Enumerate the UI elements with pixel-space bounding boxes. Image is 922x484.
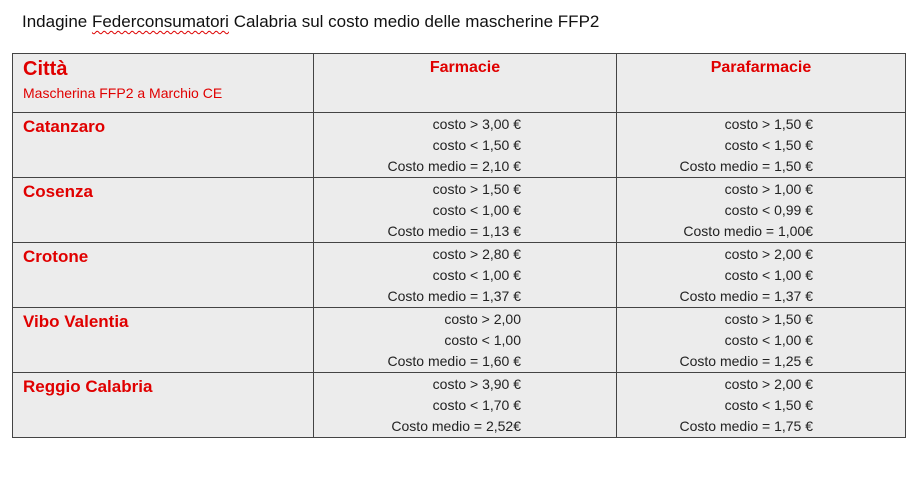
parafarmacie-value-line: Costo medio = 1,75 € [679, 418, 813, 434]
parafarmacie-value-line: costo < 0,99 € [724, 202, 813, 218]
farmacie-value-line: costo > 2,00 [444, 311, 521, 327]
farmacie-cell: costo > 1,50 € costo < 1,00 € Costo medio … [313, 177, 617, 243]
farmacie-value-line: costo < 1,70 € [432, 397, 521, 413]
header-row: Città Mascherina FFP2 a Marchio CE Farmac… [12, 53, 906, 113]
table-row: Cosenza costo > 1,50 € costo < 1,00 € Costo… [12, 177, 906, 243]
parafarmacie-value-line: costo < 1,00 € [724, 267, 813, 283]
farmacie-cell: costo > 2,00 costo < 1,00 Costo medio = 1,… [313, 307, 617, 373]
farmacie-cell: costo > 3,90 € costo < 1,70 € Costo medio … [313, 372, 617, 438]
table-row: Crotone costo > 2,80 € costo < 1,00 € Costo… [12, 242, 906, 308]
title-part: Indagine [22, 12, 92, 31]
table-row: Vibo Valentia costo > 2,00 costo < 1,00 Cos… [12, 307, 906, 373]
city-cell: Vibo Valentia [12, 307, 314, 373]
farmacie-value-line: costo < 1,50 € [432, 137, 521, 153]
table-row: Reggio Calabria costo > 3,90 € costo < 1,7… [12, 372, 906, 438]
cost-table: Città Mascherina FFP2 a Marchio CE Farmac… [12, 53, 906, 438]
header-parafarmacie-cell: Parafarmacie [616, 53, 906, 113]
city-name: Reggio Calabria [23, 377, 153, 396]
parafarmacie-value-line: costo > 1,50 € [724, 311, 813, 327]
farmacie-value-line: Costo medio = 1,60 € [387, 353, 521, 369]
parafarmacie-value-line: costo > 1,00 € [724, 181, 813, 197]
title-misspelled-word: Federconsumatori [91, 12, 229, 31]
parafarmacie-cell: costo > 1,50 € costo < 1,50 € Costo medio … [616, 112, 906, 178]
parafarmacie-value-line: costo < 1,50 € [724, 397, 813, 413]
parafarmacie-value-line: Costo medio = 1,37 € [679, 288, 813, 304]
city-name: Crotone [23, 247, 89, 266]
mask-type-subtitle: Mascherina FFP2 a Marchio CE [23, 85, 223, 101]
header-city-cell: Città Mascherina FFP2 a Marchio CE [12, 53, 314, 113]
table-row: Catanzaro costo > 3,00 € costo < 1,50 € Cos… [12, 112, 906, 178]
farmacie-value-line: Costo medio = 1,13 € [387, 223, 521, 239]
farmacie-value-line: costo > 1,50 € [432, 181, 521, 197]
city-name: Cosenza [23, 182, 93, 201]
parafarmacie-cell: costo > 1,00 € costo < 0,99 € Costo medio … [616, 177, 906, 243]
parafarmacie-cell: costo > 1,50 € costo < 1,00 € Costo medio … [616, 307, 906, 373]
farmacie-value-line: Costo medio = 1,37 € [387, 288, 521, 304]
city-header: Città [23, 58, 68, 80]
parafarmacie-value-line: Costo medio = 1,50 € [679, 158, 813, 174]
document-title: Indagine Federconsumatori Calabria sul c… [22, 12, 599, 32]
parafarmacie-value-line: costo < 1,50 € [724, 137, 813, 153]
parafarmacie-value-line: costo < 1,00 € [724, 332, 813, 348]
farmacie-header: Farmacie [429, 59, 501, 76]
city-cell: Crotone [12, 242, 314, 308]
farmacie-value-line: costo > 3,00 € [432, 116, 521, 132]
city-cell: Catanzaro [12, 112, 314, 178]
parafarmacie-value-line: Costo medio = 1,00€ [683, 223, 813, 239]
farmacie-value-line: Costo medio = 2,10 € [387, 158, 521, 174]
farmacie-value-line: costo < 1,00 [444, 332, 521, 348]
farmacie-value-line: costo < 1,00 € [432, 267, 521, 283]
farmacie-value-line: Costo medio = 2,52€ [391, 418, 521, 434]
parafarmacie-value-line: costo > 2,00 € [724, 376, 813, 392]
header-farmacie-cell: Farmacie [313, 53, 617, 113]
parafarmacie-cell: costo > 2,00 € costo < 1,00 € Costo medio … [616, 242, 906, 308]
farmacie-cell: costo > 2,80 € costo < 1,00 € Costo medio … [313, 242, 617, 308]
parafarmacie-value-line: Costo medio = 1,25 € [679, 353, 813, 369]
city-name: Vibo Valentia [23, 312, 129, 331]
parafarmacie-cell: costo > 2,00 € costo < 1,50 € Costo medio … [616, 372, 906, 438]
farmacie-value-line: costo > 2,80 € [432, 246, 521, 262]
farmacie-value-line: costo > 3,90 € [432, 376, 521, 392]
city-cell: Cosenza [12, 177, 314, 243]
city-name: Catanzaro [23, 117, 106, 136]
farmacie-value-line: costo < 1,00 € [432, 202, 521, 218]
title-part: Calabria sul costo medio delle mascherin… [228, 12, 600, 31]
parafarmacie-value-line: costo > 2,00 € [724, 246, 813, 262]
farmacie-cell: costo > 3,00 € costo < 1,50 € Costo medio … [313, 112, 617, 178]
parafarmacie-header: Parafarmacie [710, 59, 812, 76]
parafarmacie-value-line: costo > 1,50 € [724, 116, 813, 132]
city-cell: Reggio Calabria [12, 372, 314, 438]
